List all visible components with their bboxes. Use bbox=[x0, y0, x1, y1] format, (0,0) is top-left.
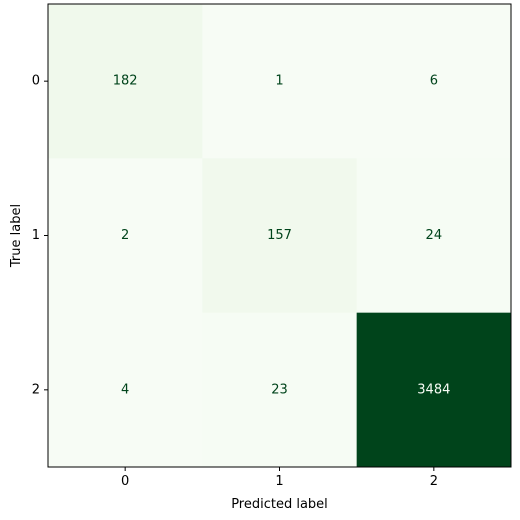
cell-value-label: 4 bbox=[121, 382, 129, 397]
cell-value-label: 23 bbox=[271, 382, 288, 397]
x-tick-label: 1 bbox=[275, 474, 283, 489]
cell-value-label: 3484 bbox=[417, 382, 450, 397]
heatmap-cell-r2-c1 bbox=[202, 312, 358, 468]
heatmap-cell-r2-c2 bbox=[356, 312, 512, 468]
ticks-layer: 0 1 2 0 1 2 bbox=[32, 74, 438, 489]
cell-value-label: 1 bbox=[275, 74, 283, 89]
x-axis-title: Predicted label bbox=[231, 497, 328, 512]
heatmap-cell-r1-c1 bbox=[202, 158, 358, 314]
y-tick-label: 1 bbox=[32, 228, 40, 243]
cell-value-label: 6 bbox=[430, 74, 438, 89]
cell-value-label: 24 bbox=[426, 228, 443, 243]
cell-value-label: 157 bbox=[267, 228, 292, 243]
cells-layer: 182 1 6 2 157 24 4 23 3484 bbox=[48, 4, 512, 468]
x-tick-label: 2 bbox=[430, 474, 438, 489]
heatmap-cell-r0-c2 bbox=[356, 4, 512, 159]
cell-value-label: 2 bbox=[121, 228, 129, 243]
heatmap-cell-r0-c0 bbox=[48, 4, 203, 159]
heatmap-cell-r1-c0 bbox=[48, 158, 203, 314]
y-axis-title: True label bbox=[9, 204, 24, 268]
x-tick-label: 0 bbox=[121, 474, 129, 489]
y-tick-label: 2 bbox=[32, 382, 40, 397]
y-tick-label: 0 bbox=[32, 74, 40, 89]
cell-value-label: 182 bbox=[113, 74, 138, 89]
heatmap-cell-r0-c1 bbox=[202, 4, 358, 159]
heatmap-cell-r2-c0 bbox=[48, 312, 203, 468]
heatmap-cell-r1-c2 bbox=[356, 158, 512, 314]
